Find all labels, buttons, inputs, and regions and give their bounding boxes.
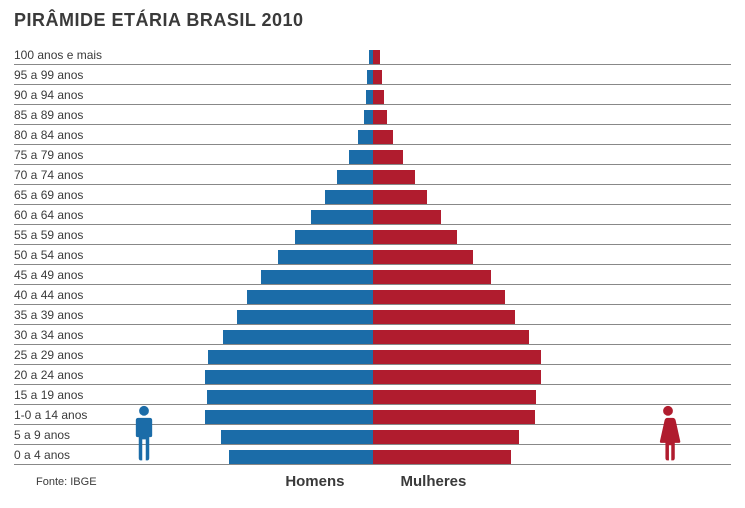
pyramid-row: 55 a 59 anos <box>14 224 731 244</box>
bar-male <box>229 450 373 464</box>
age-group-label: 15 a 19 anos <box>14 388 83 402</box>
bar-female <box>373 430 519 444</box>
age-group-label: 85 a 89 anos <box>14 108 83 122</box>
bar-male <box>278 250 373 264</box>
pyramid-row: 85 a 89 anos <box>14 104 731 124</box>
pyramid-row: 95 a 99 anos <box>14 64 731 84</box>
bar-female <box>373 350 541 364</box>
bar-female <box>373 330 529 344</box>
age-group-label: 60 a 64 anos <box>14 208 83 222</box>
age-group-label: 5 a 9 anos <box>14 428 70 442</box>
bar-female <box>373 390 536 404</box>
left-axis-label: Homens <box>285 473 372 490</box>
age-group-label: 50 a 54 anos <box>14 248 83 262</box>
bar-female <box>373 110 387 124</box>
bar-male <box>207 390 373 404</box>
pyramid-row: 25 a 29 anos <box>14 344 731 364</box>
age-group-label: 70 a 74 anos <box>14 168 83 182</box>
age-group-label: 1-0 a 14 anos <box>14 408 87 422</box>
bar-male <box>237 310 373 324</box>
age-group-label: 55 a 59 anos <box>14 228 83 242</box>
bar-male <box>364 110 373 124</box>
bar-male <box>358 130 373 144</box>
age-group-label: 35 a 39 anos <box>14 308 83 322</box>
age-group-label: 25 a 29 anos <box>14 348 83 362</box>
right-axis-label: Mulheres <box>373 473 467 490</box>
age-group-label: 95 a 99 anos <box>14 68 83 82</box>
pyramid-row: 15 a 19 anos <box>14 384 731 404</box>
bar-male <box>205 370 373 384</box>
pyramid-row: 5 a 9 anos <box>14 424 731 444</box>
bar-female <box>373 450 511 464</box>
age-group-label: 65 a 69 anos <box>14 188 83 202</box>
bar-male <box>366 90 373 104</box>
bar-female <box>373 310 515 324</box>
bar-male <box>223 330 373 344</box>
bar-female <box>373 250 473 264</box>
bar-male <box>325 190 373 204</box>
bar-male <box>208 350 373 364</box>
age-group-label: 45 a 49 anos <box>14 268 83 282</box>
bar-male <box>349 150 373 164</box>
pyramid-row: 1-0 a 14 anos <box>14 404 731 424</box>
bar-female <box>373 210 441 224</box>
pyramid-row: 40 a 44 anos <box>14 284 731 304</box>
pyramid-row: 80 a 84 anos <box>14 124 731 144</box>
pyramid-row: 0 a 4 anos <box>14 444 731 464</box>
age-group-label: 0 a 4 anos <box>14 448 70 462</box>
bar-female <box>373 370 541 384</box>
axis-labels: Homens Mulheres <box>14 470 731 490</box>
bar-female <box>373 50 380 64</box>
chart-title: PIRÂMIDE ETÁRIA BRASIL 2010 <box>14 10 304 31</box>
female-icon <box>654 405 682 466</box>
age-group-label: 20 a 24 anos <box>14 368 83 382</box>
pyramid-row: 60 a 64 anos <box>14 204 731 224</box>
pyramid-row: 65 a 69 anos <box>14 184 731 204</box>
bar-female <box>373 230 457 244</box>
age-group-label: 40 a 44 anos <box>14 288 83 302</box>
pyramid-row: 100 anos e mais <box>14 44 731 64</box>
pyramid-chart: 100 anos e mais 95 a 99 anos 90 a 94 anos 8… <box>14 44 731 462</box>
age-group-label: 30 a 34 anos <box>14 328 83 342</box>
bar-male <box>247 290 373 304</box>
bar-male <box>221 430 373 444</box>
gridline <box>14 464 731 465</box>
bar-female <box>373 290 505 304</box>
age-group-label: 90 a 94 anos <box>14 88 83 102</box>
pyramid-row: 75 a 79 anos <box>14 144 731 164</box>
pyramid-row: 70 a 74 anos <box>14 164 731 184</box>
pyramid-row: 35 a 39 anos <box>14 304 731 324</box>
male-icon <box>130 405 158 466</box>
bar-female <box>373 130 393 144</box>
bar-female <box>373 270 491 284</box>
bar-male <box>261 270 373 284</box>
bar-female <box>373 90 384 104</box>
bar-male <box>337 170 373 184</box>
bar-female <box>373 410 535 424</box>
bar-female <box>373 150 403 164</box>
pyramid-row: 50 a 54 anos <box>14 244 731 264</box>
source-text: Fonte: IBGE <box>36 476 97 488</box>
bar-male <box>205 410 373 424</box>
bar-male <box>295 230 373 244</box>
pyramid-row: 45 a 49 anos <box>14 264 731 284</box>
bar-female <box>373 170 415 184</box>
pyramid-row: 20 a 24 anos <box>14 364 731 384</box>
bar-female <box>373 190 427 204</box>
age-group-label: 75 a 79 anos <box>14 148 83 162</box>
bar-male <box>311 210 373 224</box>
bar-female <box>373 70 382 84</box>
pyramid-row: 30 a 34 anos <box>14 324 731 344</box>
age-group-label: 80 a 84 anos <box>14 128 83 142</box>
pyramid-row: 90 a 94 anos <box>14 84 731 104</box>
age-group-label: 100 anos e mais <box>14 48 102 62</box>
